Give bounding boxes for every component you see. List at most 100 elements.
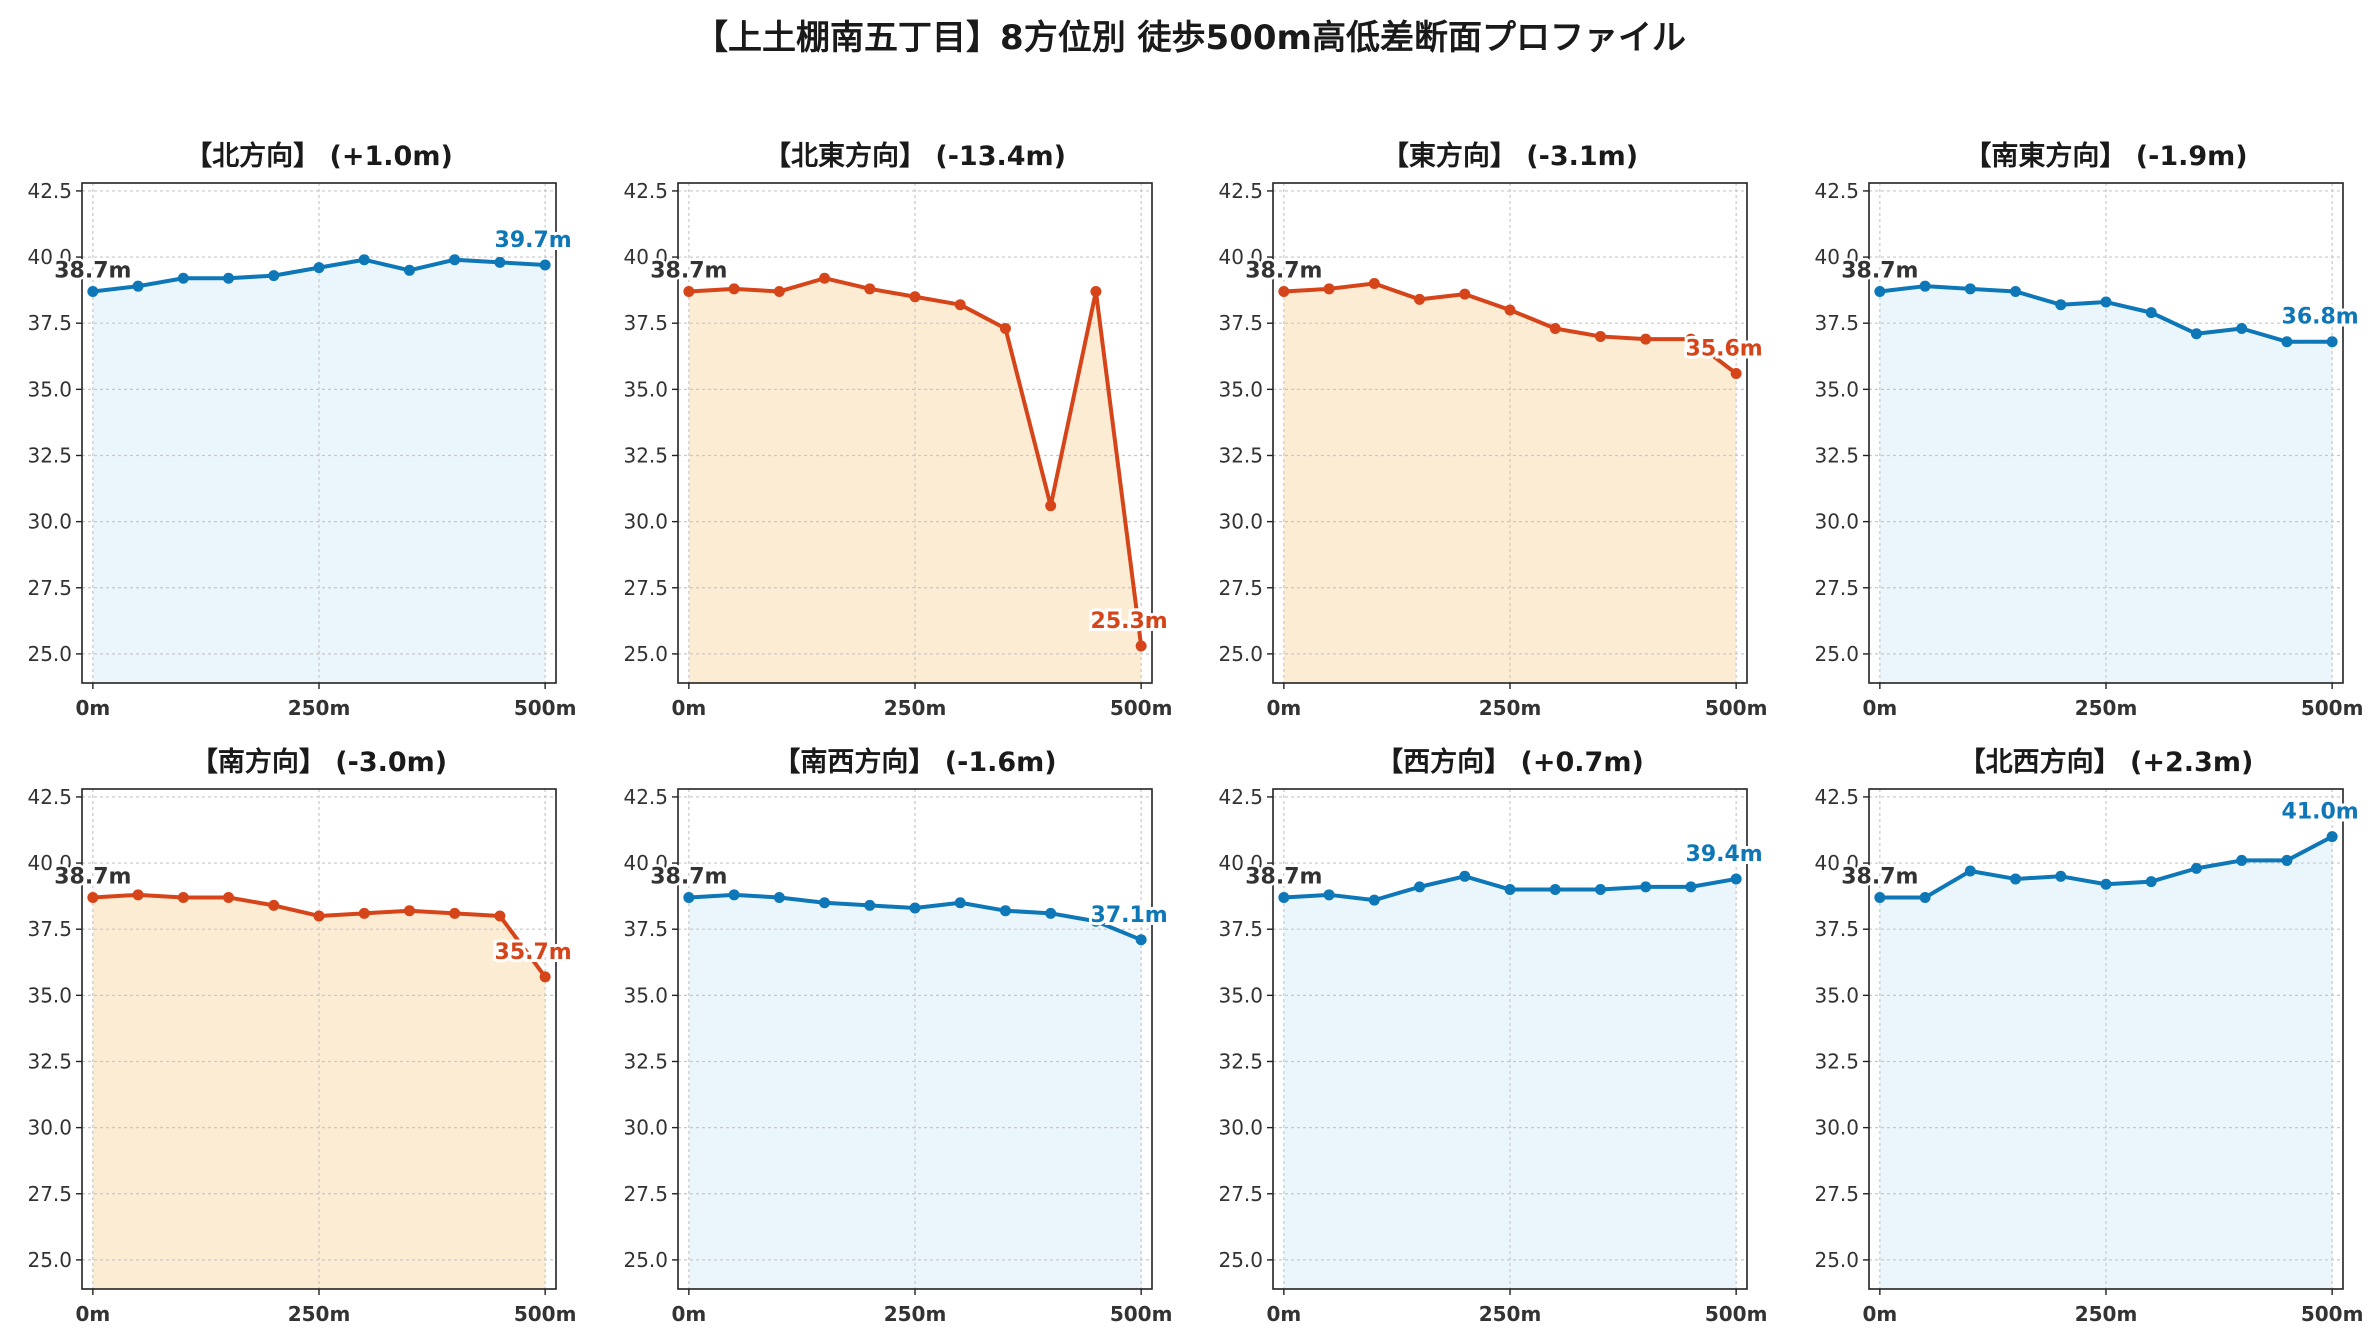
subplot-2: 【北東方向】 (-13.4m) 25.0 27.5 30.0 32.5 35.0 37.5 4… <box>623 140 1172 720</box>
data-point <box>2190 328 2202 340</box>
data-point <box>728 889 740 901</box>
data-point <box>1549 884 1561 896</box>
start-elevation-label: 38.7m <box>1841 258 1918 283</box>
y-tick-label: 40.0 <box>623 245 668 269</box>
end-elevation-label: 35.7m <box>495 940 572 965</box>
end-elevation-label: 35.6m <box>1686 336 1763 361</box>
y-tick-label: 35.0 <box>1814 983 1859 1007</box>
data-point <box>2145 307 2157 319</box>
data-point <box>1964 865 1976 877</box>
data-point <box>2326 336 2338 348</box>
data-point <box>1090 915 1102 927</box>
y-tick-label: 37.5 <box>1814 311 1859 335</box>
subplot-1: 【北方向】 (+1.0m) 25.0 27.5 30.0 32.5 35.0 37.5 40.… <box>27 140 576 720</box>
data-point <box>954 897 966 909</box>
y-tick-label: 37.5 <box>1218 917 1263 941</box>
y-tick-label: 35.0 <box>1814 377 1859 401</box>
profile-area <box>1879 836 2333 1289</box>
x-tick-label: 500m <box>2301 696 2364 720</box>
data-point <box>494 256 506 268</box>
data-point <box>2010 873 2022 885</box>
y-tick-label: 27.5 <box>1218 576 1263 600</box>
y-tick-label: 25.0 <box>623 1248 668 1272</box>
y-tick-label: 30.0 <box>1218 510 1263 534</box>
x-tick-label: 0m <box>1862 696 1897 720</box>
data-point <box>954 299 966 311</box>
y-tick-label: 40.0 <box>1218 851 1263 875</box>
x-tick-label: 250m <box>1479 1302 1542 1326</box>
y-tick-label: 37.5 <box>1814 917 1859 941</box>
data-point <box>1549 323 1561 335</box>
data-point <box>819 897 831 909</box>
subplot-5: 【南方向】 (-3.0m) 25.0 27.5 30.0 32.5 35.0 37.5 40.… <box>27 746 576 1326</box>
data-point <box>223 272 235 284</box>
subplot-6: 【南西方向】 (-1.6m) 25.0 27.5 30.0 32.5 35.0 37.5 40… <box>623 746 1172 1326</box>
data-point <box>268 270 280 282</box>
x-tick-label: 500m <box>514 696 577 720</box>
subplot-title: 【北東方向】 (-13.4m) <box>764 140 1066 172</box>
data-point <box>2100 878 2112 890</box>
y-tick-label: 42.5 <box>1814 179 1859 203</box>
y-tick-label: 30.0 <box>27 510 72 534</box>
data-point <box>864 283 876 295</box>
data-point <box>358 907 370 919</box>
x-tick-label: 0m <box>1266 1302 1301 1326</box>
subplot-3: 【東方向】 (-3.1m) 25.0 27.5 30.0 32.5 35.0 37.5 40.… <box>1218 140 1767 720</box>
y-tick-label: 32.5 <box>27 1049 72 1073</box>
x-tick-label: 500m <box>1110 1302 1173 1326</box>
subplot-title: 【北西方向】 (+2.3m) <box>1959 746 2254 778</box>
subplot-4: 【南東方向】 (-1.9m) 25.0 27.5 30.0 32.5 35.0 37.5 40… <box>1814 140 2363 720</box>
data-point <box>2326 831 2338 843</box>
x-tick-label: 0m <box>75 1302 110 1326</box>
data-point <box>728 283 740 295</box>
data-point <box>2055 870 2067 882</box>
data-point <box>177 891 189 903</box>
end-elevation-label: 39.7m <box>495 228 572 253</box>
data-point <box>683 891 695 903</box>
y-tick-label: 30.0 <box>27 1116 72 1140</box>
start-elevation-label: 38.7m <box>650 258 727 283</box>
data-point <box>1368 278 1380 290</box>
data-point <box>87 285 99 297</box>
data-point <box>1323 283 1335 295</box>
y-tick-label: 27.5 <box>27 576 72 600</box>
data-point <box>1135 934 1147 946</box>
y-tick-label: 35.0 <box>1218 983 1263 1007</box>
x-tick-label: 250m <box>1479 696 1542 720</box>
data-point <box>539 971 551 983</box>
subplot-8: 【北西方向】 (+2.3m) 25.0 27.5 30.0 32.5 35.0 37.5 40… <box>1814 746 2363 1326</box>
data-point <box>223 891 235 903</box>
data-point <box>132 889 144 901</box>
end-elevation-label: 37.1m <box>1091 903 1168 928</box>
start-elevation-label: 38.7m <box>650 864 727 889</box>
y-tick-label: 25.0 <box>1814 642 1859 666</box>
start-elevation-label: 38.7m <box>1245 864 1322 889</box>
data-point <box>1730 873 1742 885</box>
start-elevation-label: 38.7m <box>1245 258 1322 283</box>
profile-area <box>688 278 1142 683</box>
y-tick-label: 32.5 <box>623 443 668 467</box>
data-point <box>1874 891 1886 903</box>
data-point <box>864 899 876 911</box>
y-tick-label: 30.0 <box>1814 510 1859 534</box>
data-point <box>1919 280 1931 292</box>
y-tick-label: 42.5 <box>27 179 72 203</box>
x-tick-label: 0m <box>1862 1302 1897 1326</box>
y-tick-label: 42.5 <box>1218 179 1263 203</box>
data-point <box>403 264 415 276</box>
y-tick-label: 37.5 <box>623 917 668 941</box>
y-tick-label: 35.0 <box>27 983 72 1007</box>
end-elevation-label: 25.3m <box>1091 609 1168 634</box>
y-tick-label: 30.0 <box>623 510 668 534</box>
x-tick-label: 0m <box>75 696 110 720</box>
data-point <box>2281 854 2293 866</box>
y-tick-label: 25.0 <box>623 642 668 666</box>
y-tick-label: 42.5 <box>27 785 72 809</box>
x-tick-label: 250m <box>288 1302 351 1326</box>
x-tick-label: 500m <box>2301 1302 2364 1326</box>
data-point <box>1135 640 1147 652</box>
subplot-title: 【北方向】 (+1.0m) <box>185 140 453 172</box>
data-point <box>1368 894 1380 906</box>
data-point <box>358 254 370 266</box>
